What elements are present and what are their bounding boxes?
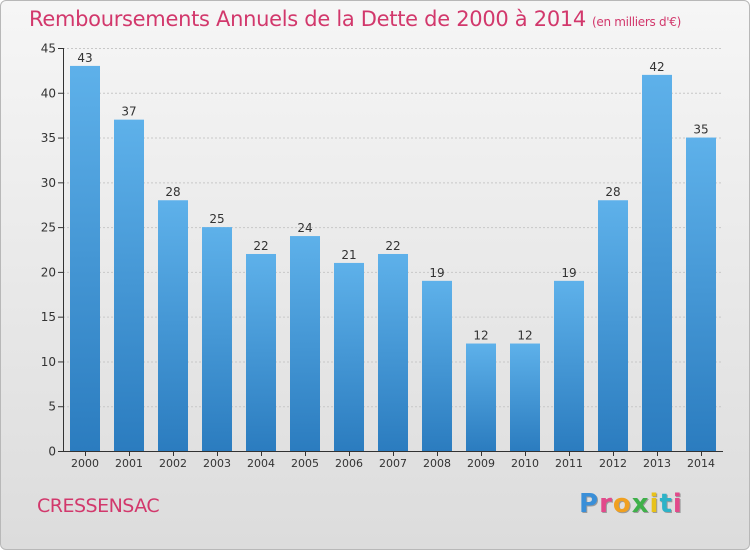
x-tick-label: 2000 (71, 457, 99, 470)
x-tick-label: 2004 (247, 457, 275, 470)
bar-value-label: 37 (121, 105, 136, 119)
bar-value-label: 42 (649, 60, 664, 74)
chart-title: Remboursements Annuels de la Dette de 20… (29, 7, 681, 31)
x-tick-label: 2006 (335, 457, 363, 470)
bar-value-label: 24 (297, 221, 312, 235)
x-tick-label: 2007 (379, 457, 407, 470)
y-tick-label: 30 (41, 176, 56, 190)
logo-letter: i (649, 489, 660, 519)
x-tick-label: 2008 (423, 457, 451, 470)
x-tick-label: 2003 (203, 457, 231, 470)
logo-letter: r (599, 489, 613, 519)
bar (114, 119, 144, 452)
proxiti-logo: Proxiti (579, 489, 683, 519)
logo-letter: i (672, 489, 683, 519)
bar (290, 236, 320, 451)
bar-value-label: 28 (605, 185, 620, 199)
bar (510, 343, 540, 451)
bar (70, 65, 100, 452)
y-tick-label: 10 (41, 355, 56, 369)
y-tick-label: 25 (41, 221, 56, 235)
bar (554, 280, 584, 451)
y-tick-label: 20 (41, 265, 56, 279)
bar (466, 343, 496, 451)
bar-value-label: 25 (209, 212, 224, 226)
commune-name: CRESSENSAC (37, 495, 160, 517)
x-tick-label: 2001 (115, 457, 143, 470)
axes (58, 48, 723, 456)
bar-value-label: 19 (561, 266, 576, 280)
x-tick-label: 2002 (159, 457, 187, 470)
y-tick-label: 45 (41, 42, 56, 56)
bar-value-label: 12 (517, 329, 532, 343)
bar-value-label: 35 (693, 123, 708, 137)
logo-letter: t (659, 489, 673, 519)
bar (202, 227, 232, 451)
bar-value-label: 19 (429, 266, 444, 280)
logo-letter: o (612, 489, 632, 519)
bar (422, 280, 452, 451)
bar-value-label: 28 (165, 185, 180, 199)
bar (378, 253, 408, 451)
y-tick-label: 15 (41, 310, 56, 324)
bars (70, 65, 716, 452)
x-tick-label: 2009 (467, 457, 495, 470)
bar (642, 74, 672, 451)
x-tick-label: 2005 (291, 457, 319, 470)
x-tick-label: 2013 (643, 457, 671, 470)
logo-letter: x (631, 489, 650, 519)
y-tick-label: 5 (48, 400, 56, 414)
chart-title-text: Remboursements Annuels de la Dette de 20… (29, 7, 586, 31)
bar-value-label: 22 (385, 239, 400, 253)
y-tick-label: 0 (48, 445, 56, 459)
bar (158, 200, 188, 451)
x-tick-label: 2011 (555, 457, 583, 470)
bar-value-label: 43 (77, 51, 92, 65)
bar (246, 253, 276, 451)
x-tick-label: 2012 (599, 457, 627, 470)
x-tick-label: 2010 (511, 457, 539, 470)
y-tick-label: 40 (41, 86, 56, 100)
bar-value-label: 12 (473, 329, 488, 343)
x-tick-label: 2014 (687, 457, 715, 470)
bar (598, 200, 628, 451)
bar (334, 262, 364, 451)
labels: 0 5 10 15 20 25 30 35 40 45 43 2000 37 2001 28 2002 25 20… (41, 42, 715, 471)
bar (686, 137, 716, 452)
logo-letter: P (579, 489, 600, 519)
bar-value-label: 21 (341, 248, 356, 262)
y-tick-label: 35 (41, 131, 56, 145)
bar-value-label: 22 (253, 239, 268, 253)
chart-subtitle: (en milliers d'€) (592, 15, 682, 29)
